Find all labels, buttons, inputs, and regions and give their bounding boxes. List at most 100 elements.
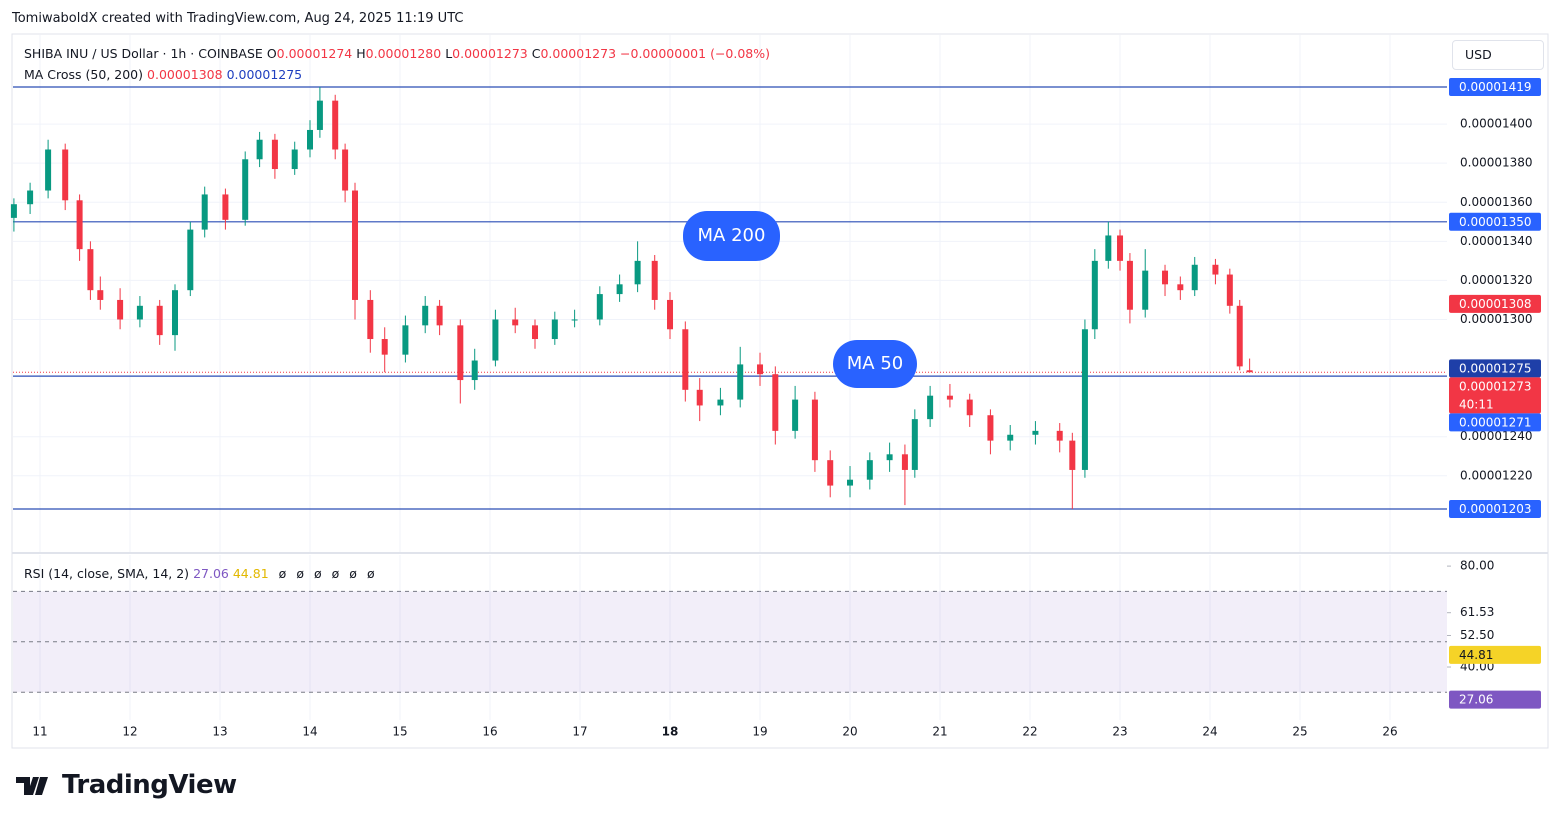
candle-body [1142, 270, 1149, 310]
rsi-value: 44.81 [232, 566, 269, 581]
candle-body [436, 305, 443, 326]
currency-button[interactable]: USD [1452, 40, 1544, 70]
candle-body [172, 290, 179, 336]
candle-body [1191, 264, 1198, 291]
candle-body [316, 100, 323, 130]
y-tick-label: 0.00001240 [1460, 429, 1533, 443]
candle-body [1126, 260, 1133, 310]
candle-body [1007, 434, 1014, 441]
candle-body [332, 100, 339, 150]
candle-body [422, 305, 429, 326]
y-tick-label: 0.00001300 [1460, 312, 1533, 326]
candle-body [757, 364, 764, 375]
price-tag-label: 0.00001308 [1459, 297, 1532, 311]
x-tick-label: 11 [32, 725, 47, 739]
placeholder: ø [296, 566, 304, 581]
candle-body [551, 319, 558, 340]
rsi-legend: RSI (14, close, SMA, 14, 2) 27.06 44.81 ø ø ø… [24, 566, 379, 581]
candle-body [901, 454, 908, 470]
candle-body [571, 319, 578, 321]
candle-body [76, 200, 83, 250]
brand: TradingView [62, 770, 237, 800]
candle-body [737, 364, 744, 400]
candle-body [946, 395, 953, 400]
ohlc-prefix: H [356, 46, 366, 61]
price-tag [1449, 377, 1541, 414]
x-tick-label: 15 [392, 725, 407, 739]
candle-body [911, 419, 918, 470]
candle-body [457, 325, 464, 381]
x-tick-label: 23 [1112, 725, 1127, 739]
placeholder: ø [349, 566, 357, 581]
candle-body [242, 159, 249, 220]
price-tag [1449, 359, 1541, 378]
x-tick-label: 19 [752, 725, 767, 739]
change-pct: (−0.08%) [710, 46, 770, 61]
price-tag [1449, 690, 1541, 709]
candle-body [291, 149, 298, 170]
ohlc-value: 0.00001280 [365, 46, 442, 61]
candle-body [792, 399, 799, 431]
candle-body [367, 299, 374, 340]
price-tag-label: 0.00001275 [1459, 361, 1532, 375]
placeholder: ø [366, 566, 375, 581]
candle-body [471, 360, 478, 381]
candle-body [717, 399, 724, 406]
price-tag [1449, 77, 1541, 96]
logo-mark [16, 777, 48, 795]
placeholder: ø [313, 566, 322, 581]
price-tag-label: 27.06 [1459, 693, 1493, 707]
candle-body [696, 389, 703, 406]
rsi-value: 27.06 [193, 566, 229, 581]
y-tick-label: 61.53 [1460, 605, 1494, 619]
candle-body [667, 299, 674, 330]
candle-body [886, 454, 893, 461]
y-tick-label: 52.50 [1460, 628, 1494, 642]
candle-body [596, 294, 603, 320]
y-tick-label: 0.00001340 [1460, 234, 1533, 248]
ohlc-prefix: L [445, 46, 453, 61]
candle-body [966, 399, 973, 416]
candle-body [1162, 270, 1169, 285]
candle-body [201, 194, 208, 230]
rsi-title: RSI (14, close, SMA, 14, 2) [24, 566, 190, 581]
candle-body [827, 460, 834, 486]
candle-body [136, 305, 143, 320]
candle-body [222, 194, 229, 220]
y-tick-label: 0.00001360 [1460, 195, 1533, 209]
header: TomiwaboldX created with TradingView.com… [12, 11, 464, 26]
candle-body [256, 139, 263, 160]
candle-body [87, 249, 94, 291]
candle-body [45, 149, 52, 191]
price-tag-label: 0.00001350 [1459, 215, 1532, 229]
x-tick-label: 16 [482, 725, 497, 739]
candle-body [847, 479, 854, 486]
change: −0.00000001 [620, 46, 707, 61]
price-tag [1449, 413, 1541, 432]
candle-body [927, 395, 934, 420]
x-tick-label: 24 [1202, 725, 1217, 739]
x-tick-label: 25 [1292, 725, 1307, 739]
indicator-value: 0.00001308 [147, 67, 223, 82]
candle-body [1056, 430, 1063, 441]
candle-body [342, 149, 349, 191]
annotation: MA 50 [833, 340, 917, 388]
price-tag [1449, 294, 1541, 313]
candle-body [492, 319, 499, 361]
x-tick-label: 12 [122, 725, 137, 739]
x-tick-label: 21 [932, 725, 947, 739]
candle-body [772, 374, 779, 431]
candle-body [634, 260, 641, 285]
price-tag-label: 0.00001419 [1459, 80, 1532, 94]
indicator-title: MA Cross (50, 200) [24, 67, 144, 82]
candle-body [811, 399, 818, 461]
placeholder: ø [278, 566, 287, 581]
price-tag [1449, 212, 1541, 231]
candle-body [532, 325, 539, 340]
price-tag-label: 0.00001273 [1459, 379, 1532, 393]
candle-body [187, 229, 194, 291]
candle-body [1212, 264, 1219, 275]
candle-body [1236, 305, 1243, 367]
